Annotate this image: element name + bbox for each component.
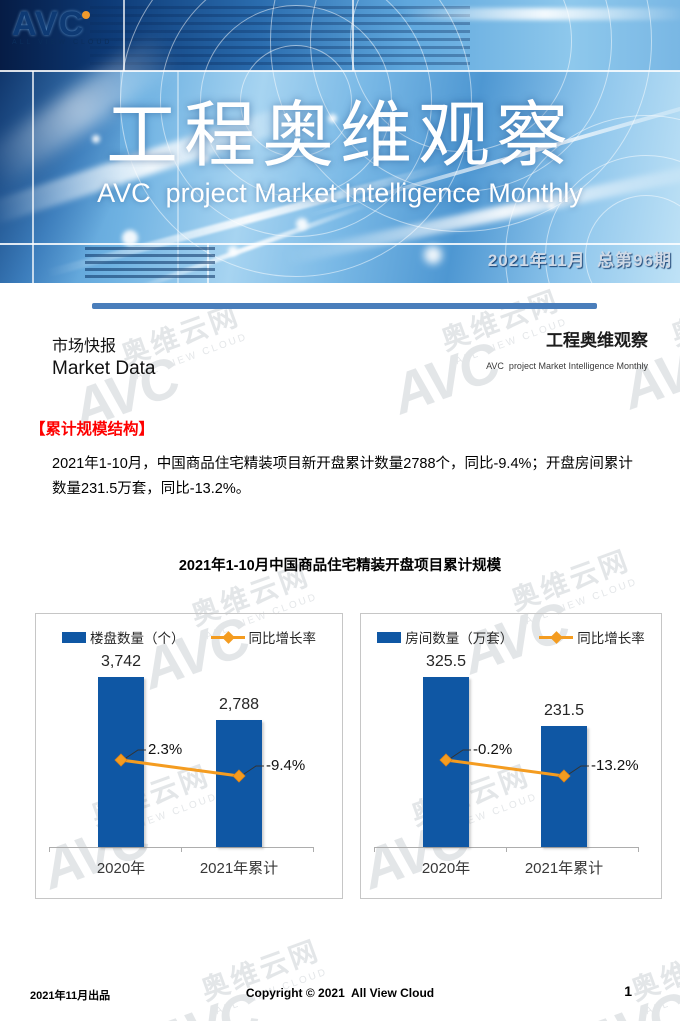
legend-line-swatch-icon <box>210 630 245 644</box>
plot-area: 325.5 2020年 231.5 2021年累计 -0.2% -13.2% <box>361 653 661 898</box>
x-axis-tick <box>506 847 507 852</box>
x-axis-tick <box>49 847 50 852</box>
x-axis-tick <box>181 847 182 852</box>
category-label: 2021年累计 <box>524 860 604 877</box>
diamond-marker-icon <box>550 630 564 644</box>
growth-marker-icon <box>232 769 246 783</box>
growth-value-label: -0.2% <box>473 741 513 758</box>
diamond-marker-icon <box>221 630 235 644</box>
avc-logo: AVC ALL VIEW CLOUD <box>12 6 112 46</box>
bar-value-label: 2,788 <box>218 696 260 713</box>
chart-legend: 楼盘数量（个） 同比增长率 <box>36 627 342 647</box>
chart-rooms-count: 房间数量（万套） 同比增长率 325.5 2020年 231.5 2021年累计 -0.… <box>360 613 662 899</box>
chart-buildings-count: 楼盘数量（个） 同比增长率 3,742 2020年 2,788 2021年累计 2.3%… <box>35 613 343 899</box>
category-label: 2020年 <box>96 860 146 877</box>
legend-item-bar: 楼盘数量（个） <box>62 627 185 647</box>
bar <box>98 677 144 847</box>
x-axis-tick <box>638 847 639 852</box>
x-axis <box>374 847 639 848</box>
growth-value-label: -13.2% <box>591 757 639 774</box>
x-axis-tick <box>374 847 375 852</box>
footer-copyright: Copyright © 2021 All View Cloud <box>245 986 435 1000</box>
legend-item-line: 同比增长率 <box>539 627 645 647</box>
avc-logo-orange-dot-icon <box>82 11 90 19</box>
footer-issued-label: 2021年11月出品 <box>30 990 111 1002</box>
legend-line-swatch-icon <box>539 630 574 644</box>
x-axis-tick <box>313 847 314 852</box>
section-title-cn: 市场快报 <box>52 338 117 355</box>
legend-line-label: 同比增长率 <box>248 631 317 646</box>
page-number: 1 <box>624 983 632 999</box>
bar-value-label: 3,742 <box>100 653 142 670</box>
growth-marker-icon <box>114 753 128 767</box>
plot-area: 3,742 2020年 2,788 2021年累计 2.3% -9.4% <box>36 653 342 898</box>
divider-bar <box>92 303 597 309</box>
bar <box>216 720 262 847</box>
banner-bottom-stripes-decor <box>85 247 215 280</box>
growth-line <box>439 749 589 783</box>
bar <box>423 677 469 847</box>
bar-value-label: 325.5 <box>425 653 467 670</box>
legend-item-bar: 房间数量（万套） <box>377 627 513 647</box>
growth-line <box>114 749 264 783</box>
growth-marker-icon <box>557 769 571 783</box>
legend-item-line: 同比增长率 <box>210 627 317 647</box>
avc-logo-text: AVC <box>12 5 85 43</box>
section-title-en: Market Data <box>52 358 156 379</box>
legend-bar-swatch-icon <box>62 631 86 643</box>
avc-logo-tagline: ALL VIEW CLOUD <box>12 39 113 46</box>
masthead-right-subtitle: AVC project Market Intelligence Monthly <box>486 361 648 371</box>
banner-title: 工程奥维观察 <box>105 96 574 176</box>
body-paragraph: 2021年1-10月，中国商品住宅精装项目新开盘累计数量2788个，同比-9.4… <box>52 456 633 497</box>
bar <box>541 726 587 847</box>
banner: AVC ALL VIEW CLOUD 工程奥维观察 AVC project Ma… <box>0 0 680 283</box>
growth-value-label: -9.4% <box>266 757 306 774</box>
section-heading: 【累计规模结构】 <box>30 421 155 438</box>
legend-line-label: 同比增长率 <box>577 631 645 646</box>
growth-marker-icon <box>439 753 453 767</box>
chart-title: 2021年1-10月中国商品住宅精装开盘项目累计规模 <box>178 558 502 574</box>
category-label: 2021年累计 <box>199 860 279 877</box>
legend-bar-label: 房间数量（万套） <box>405 631 514 646</box>
chart-legend: 房间数量（万套） 同比增长率 <box>361 627 661 647</box>
issue-label: 2021年11月 总第96期 <box>487 251 672 270</box>
growth-value-label: 2.3% <box>148 741 183 758</box>
legend-bar-swatch-icon <box>377 631 402 643</box>
category-label: 2020年 <box>421 860 471 877</box>
banner-subtitle: AVC project Market Intelligence Monthly <box>97 178 583 208</box>
legend-bar-label: 楼盘数量（个） <box>90 631 185 646</box>
x-axis <box>49 847 314 848</box>
masthead-right-title: 工程奥维观察 <box>546 331 648 350</box>
bar-value-label: 231.5 <box>543 702 585 719</box>
